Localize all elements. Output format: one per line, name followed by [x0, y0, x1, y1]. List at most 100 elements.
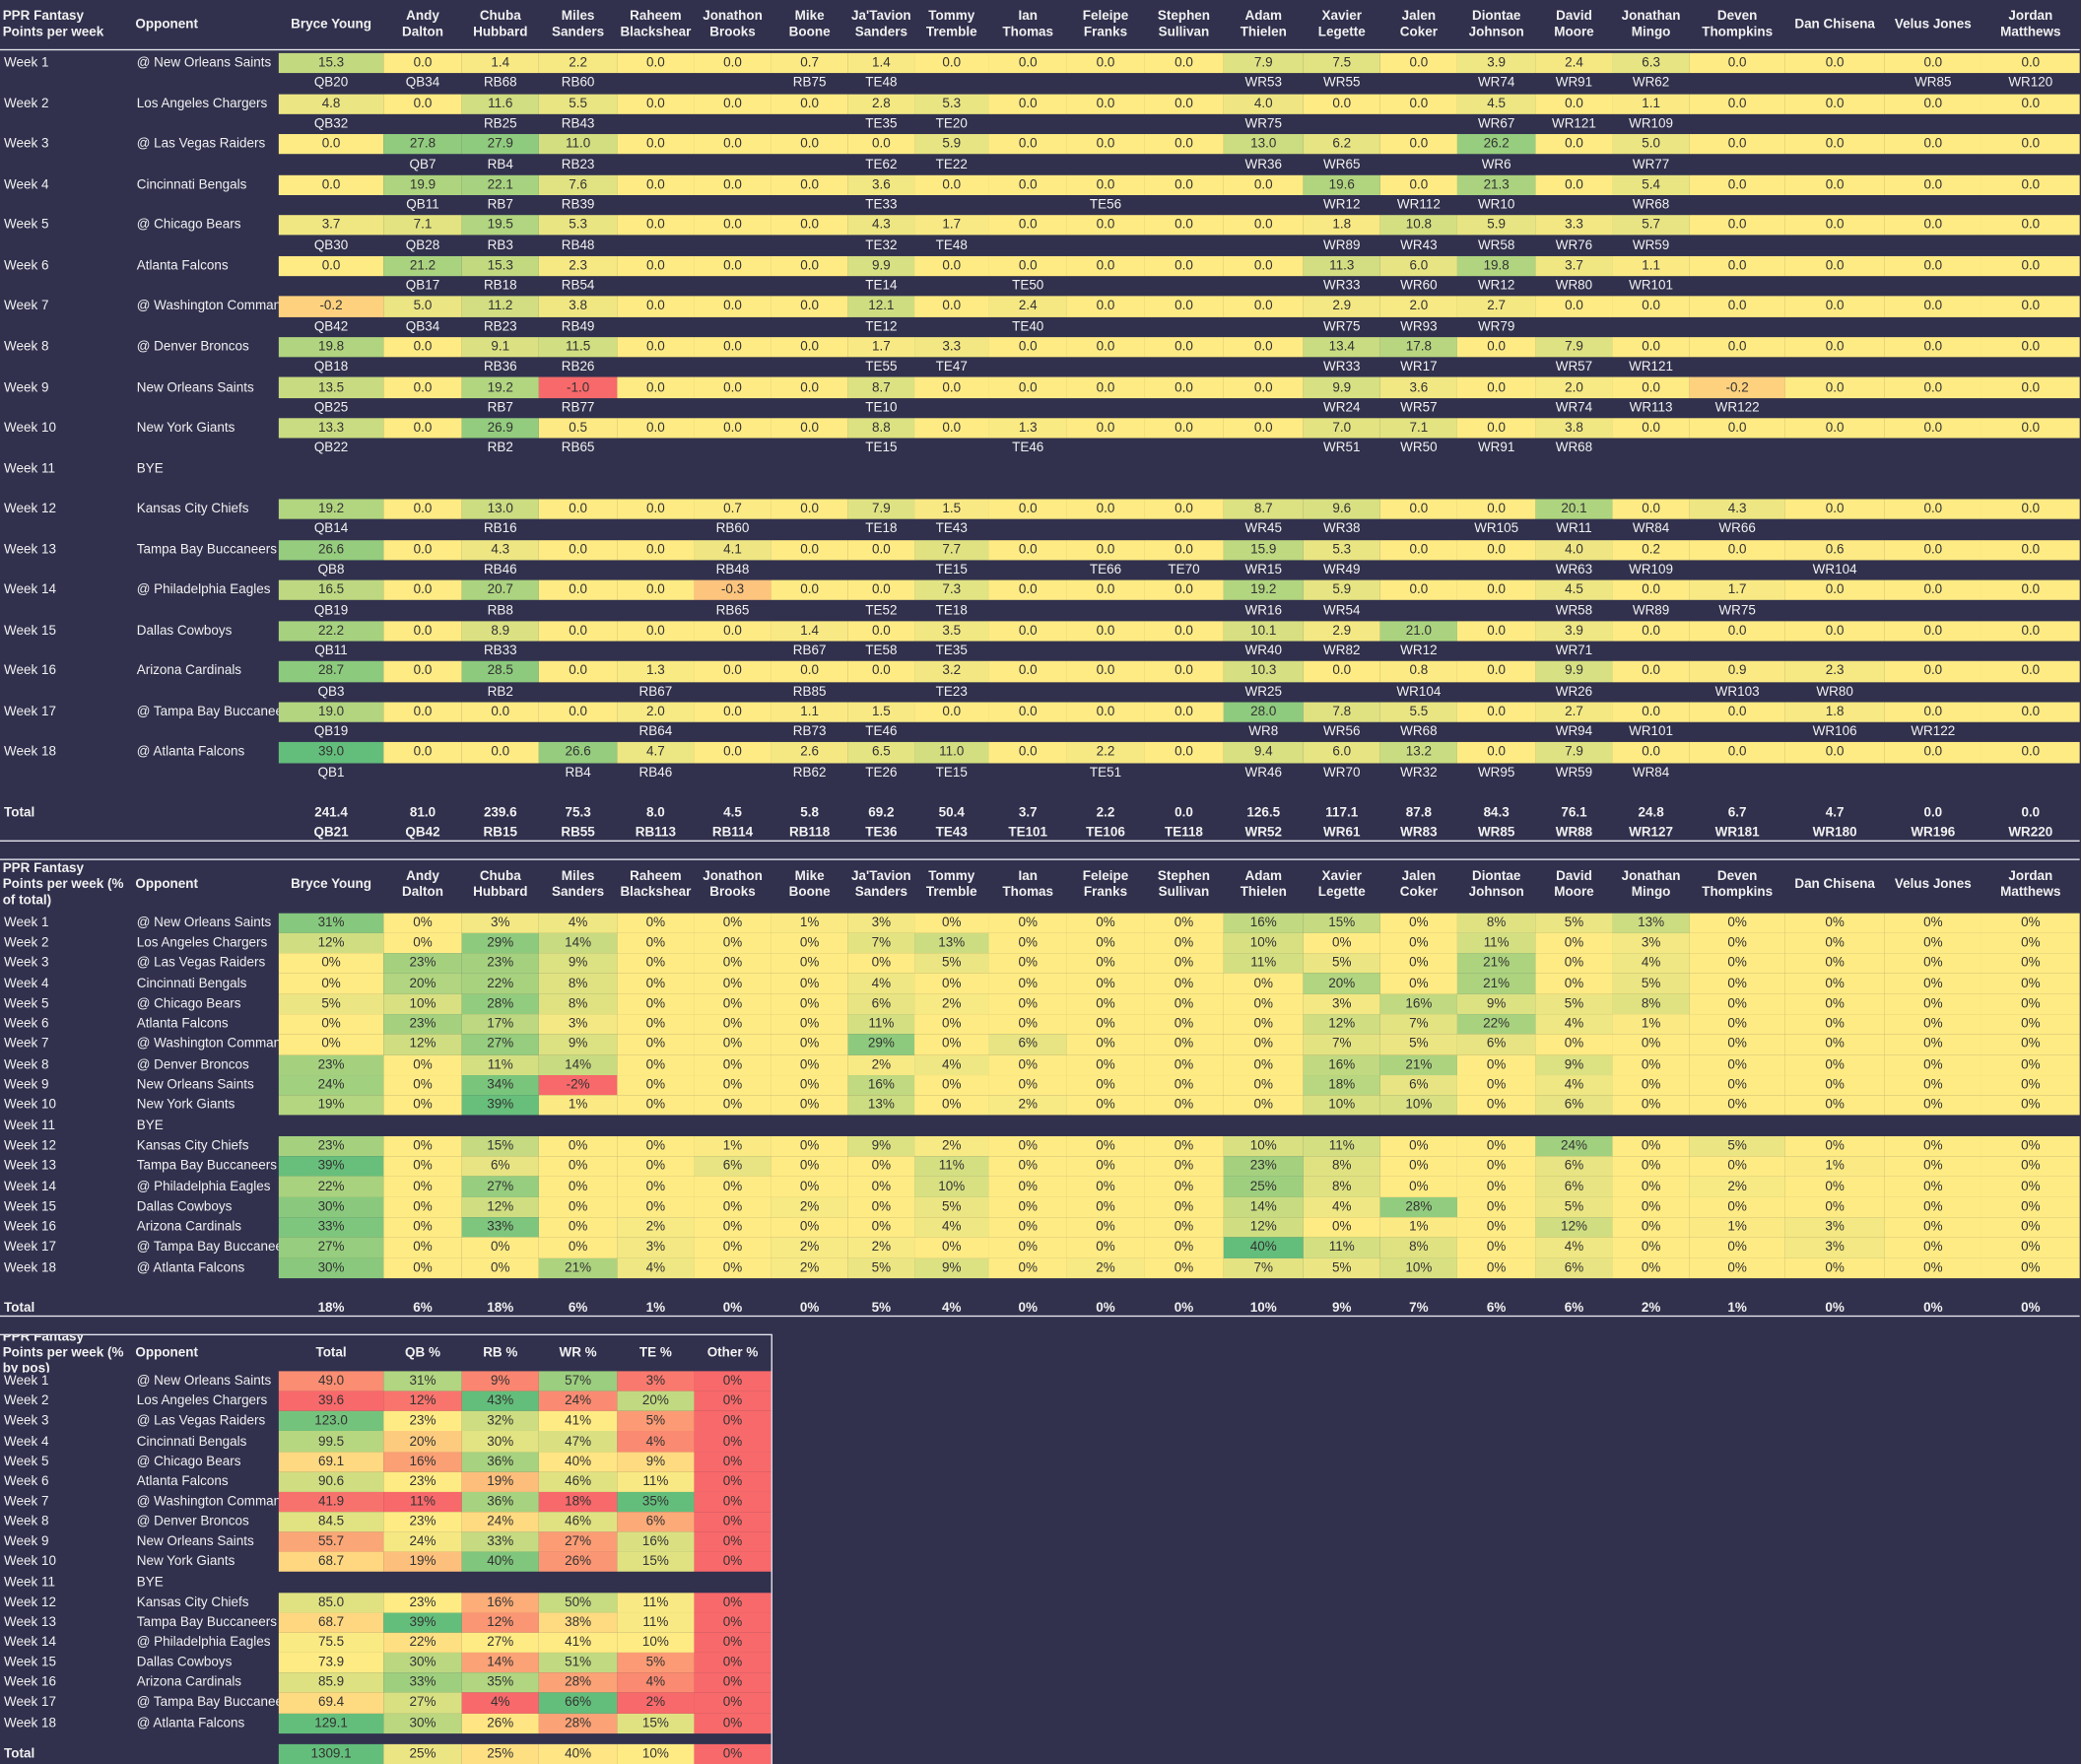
rank-cell: WR85 [1914, 76, 1952, 92]
share-cell: 0% [383, 1257, 462, 1278]
rank-cell: TE35 [935, 644, 968, 659]
position-cell: 46% [538, 1471, 618, 1492]
opponent: Tampa Bay Buccaneers [136, 1159, 278, 1175]
share-cell: 23% [461, 953, 539, 974]
rank-cell: TE50 [1012, 279, 1044, 294]
total-points: 126.5 [1246, 805, 1281, 821]
points-cell: 5.5 [1379, 702, 1457, 722]
points-cell: 0.0 [1144, 174, 1224, 195]
share-cell: 10% [1379, 1095, 1457, 1117]
share-cell: 0% [1784, 1034, 1885, 1055]
points-cell: 0.0 [1535, 134, 1613, 155]
share-cell: 0% [1066, 932, 1145, 954]
position-cell: 75.5 [278, 1632, 384, 1654]
share-cell: 6% [694, 1156, 772, 1177]
points-cell: 2.9 [1303, 620, 1380, 642]
share-cell: 0% [694, 993, 772, 1015]
points-cell: 4.8 [278, 94, 384, 114]
rank-cell: WR50 [1400, 441, 1438, 456]
total-share: 0% [799, 1301, 820, 1316]
points-cell: 0.0 [1144, 702, 1224, 722]
share-cell: 0% [988, 1135, 1067, 1157]
rank-cell: TE18 [935, 603, 968, 619]
points-cell: 0.0 [1689, 215, 1785, 237]
rank-cell: WR16 [1244, 603, 1282, 619]
points-cell: 0.0 [383, 377, 462, 398]
points-cell: 0.0 [771, 539, 848, 561]
share-cell: 0% [1980, 1095, 2080, 1117]
opponent: Kansas City Chiefs [136, 1594, 249, 1610]
points-cell: 3.7 [1535, 255, 1613, 277]
share-cell: 13% [847, 1095, 915, 1117]
share-cell: 0% [988, 993, 1067, 1015]
share-cell: 0% [617, 1014, 695, 1035]
position-cell: 24% [383, 1531, 462, 1553]
points-cell: 5.9 [914, 134, 989, 155]
header-title: PPR Fantasy Points per week (% by pos) [2, 1335, 124, 1373]
rank-cell: TE20 [935, 116, 968, 132]
share-cell: 0% [1612, 1095, 1690, 1117]
player-header: Tommy Tremble [925, 868, 977, 900]
points-cell: 0.0 [1456, 418, 1536, 439]
rank-cell: TE33 [865, 197, 898, 213]
share-cell: 0% [694, 932, 772, 954]
rank-cell: WR65 [1323, 157, 1361, 172]
share-cell: 0% [1980, 1074, 2080, 1096]
share-cell: 0% [1223, 993, 1304, 1015]
points-cell: 0.0 [694, 702, 772, 722]
points-cell: 0.0 [1612, 742, 1690, 764]
share-cell: 0% [1144, 1034, 1224, 1055]
share-cell: 10% [383, 993, 462, 1015]
rank-cell: TE56 [1089, 197, 1122, 213]
points-cell: 0.0 [278, 134, 384, 155]
share-cell: 0% [1535, 953, 1613, 974]
points-cell: 15.3 [278, 52, 384, 74]
share-cell: 28% [461, 993, 539, 1015]
rank-cell: TE51 [1089, 765, 1122, 780]
position-cell: 11% [617, 1471, 695, 1492]
rank-cell: RB36 [483, 360, 517, 375]
total-points: 0.0 [1923, 805, 1943, 821]
share-cell: 11% [1223, 953, 1304, 974]
total-rank: WR88 [1555, 825, 1593, 841]
share-cell: 0% [1066, 1196, 1145, 1218]
share-cell: 4% [847, 973, 915, 994]
points-cell: 0.0 [988, 742, 1067, 764]
player-header: Dan Chisena [1794, 876, 1875, 892]
share-cell: 1% [1612, 1014, 1690, 1035]
share-cell: 0% [771, 1095, 848, 1117]
share-cell: 23% [278, 1054, 384, 1075]
week-label: Week 17 [4, 1695, 56, 1711]
share-cell: 21% [1379, 1054, 1457, 1075]
points-cell: 0.0 [1456, 539, 1536, 561]
rank-cell: RB48 [715, 563, 750, 577]
player-header: Jonathon Brooks [703, 8, 763, 39]
points-cell: 0.0 [1980, 702, 2080, 722]
player-header: Stephen Sullivan [1157, 8, 1211, 39]
points-cell: 0.0 [1689, 52, 1785, 74]
week-label: Week 13 [4, 1159, 56, 1175]
share-cell: 0% [1980, 1156, 2080, 1177]
points-cell: 0.0 [1689, 174, 1785, 195]
share-cell: 11% [847, 1014, 915, 1035]
share-cell: 0% [771, 1034, 848, 1055]
share-cell: 21% [538, 1257, 618, 1278]
rank-cell: WR104 [1812, 563, 1857, 577]
points-cell: 0.0 [1980, 499, 2080, 520]
points-cell: 5.9 [1456, 215, 1536, 237]
share-cell: 2% [1066, 1257, 1145, 1278]
share-cell: 2% [988, 1095, 1067, 1117]
opponent: BYE [136, 1575, 164, 1591]
share-cell: 0% [1884, 1237, 1981, 1258]
points-cell: 0.0 [1144, 418, 1224, 439]
rank-cell: TE66 [1089, 563, 1122, 577]
share-cell: 9% [538, 953, 618, 974]
share-cell: 0% [988, 1217, 1067, 1238]
points-cell: 2.4 [1535, 52, 1613, 74]
player-header: David Moore [1554, 8, 1594, 39]
week-label: Week 14 [4, 582, 56, 598]
week-label: Week 3 [4, 956, 49, 971]
points-cell: 0.0 [1784, 52, 1885, 74]
points-cell: 0.7 [694, 499, 772, 520]
share-cell: 4% [617, 1257, 695, 1278]
